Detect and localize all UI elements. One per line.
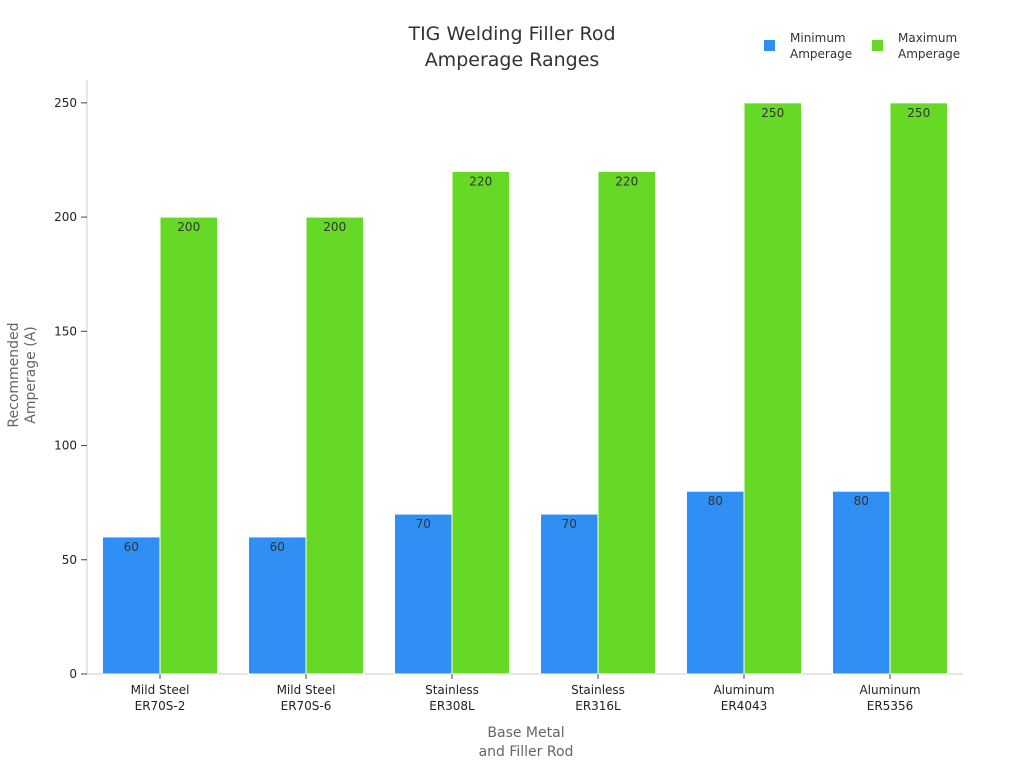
x-tick-label: Stainless bbox=[571, 683, 625, 697]
x-tick-label: ER316L bbox=[575, 699, 621, 713]
x-tick-label: Mild Steel bbox=[277, 683, 336, 697]
x-tick-label: ER5356 bbox=[867, 699, 913, 713]
bar-minimum-1 bbox=[248, 536, 307, 675]
x-tick-label: Aluminum bbox=[859, 683, 920, 697]
x-tick-label: Aluminum bbox=[713, 683, 774, 697]
bar-maximum-2 bbox=[451, 170, 510, 675]
bar-maximum-4 bbox=[743, 102, 802, 675]
legend-swatch-maximum bbox=[872, 40, 883, 51]
bar-maximum-0 bbox=[159, 216, 218, 675]
data-label-maximum-2: 220 bbox=[469, 174, 492, 188]
legend-swatch-minimum bbox=[764, 40, 775, 51]
y-axis-title: Recommended Amperage (A) bbox=[6, 322, 39, 427]
y-tick-label: 50 bbox=[62, 553, 77, 567]
y-tick-label: 100 bbox=[54, 439, 77, 453]
x-axis-title-line-1: Base Metal bbox=[487, 725, 564, 741]
bar-maximum-3 bbox=[597, 170, 656, 675]
chart-title-line-1: TIG Welding Filler Rod bbox=[407, 23, 615, 45]
legend-label-minimum: Minimum bbox=[790, 31, 846, 45]
bar-minimum-2 bbox=[394, 513, 453, 675]
data-label-minimum-4: 80 bbox=[708, 494, 723, 508]
x-axis-title-line-2: and Filler Rod bbox=[479, 744, 574, 760]
plot-area: 0 50 100 150 200 250 60 200 Mild Steel ER70S-2 60 2… bbox=[54, 80, 963, 713]
x-tick-label: ER70S-2 bbox=[135, 699, 186, 713]
legend-label-maximum: Maximum bbox=[898, 31, 957, 45]
chart-title-line-2: Amperage Ranges bbox=[425, 49, 600, 71]
legend: Minimum Amperage Maximum Amperage bbox=[764, 31, 960, 61]
data-label-minimum-2: 70 bbox=[416, 517, 431, 531]
data-label-minimum-0: 60 bbox=[124, 540, 139, 554]
bar-minimum-3 bbox=[540, 513, 599, 675]
data-label-minimum-5: 80 bbox=[854, 494, 869, 508]
bar-minimum-0 bbox=[102, 536, 161, 675]
y-tick-label: 200 bbox=[54, 210, 77, 224]
bar-minimum-5 bbox=[832, 490, 891, 675]
x-tick-label: Stainless bbox=[425, 683, 479, 697]
data-label-maximum-4: 250 bbox=[761, 106, 784, 120]
x-tick-label: ER70S-6 bbox=[281, 699, 332, 713]
data-label-maximum-0: 200 bbox=[177, 220, 200, 234]
legend-label-maximum: Amperage bbox=[898, 47, 960, 61]
data-label-minimum-1: 60 bbox=[270, 540, 285, 554]
x-tick-label: Mild Steel bbox=[131, 683, 190, 697]
bar-minimum-4 bbox=[686, 490, 745, 675]
data-label-minimum-3: 70 bbox=[562, 517, 577, 531]
bar-maximum-5 bbox=[889, 102, 948, 675]
bar-maximum-1 bbox=[305, 216, 364, 675]
x-tick-label: ER4043 bbox=[721, 699, 767, 713]
legend-label-minimum: Amperage bbox=[790, 47, 852, 61]
y-tick-label: 150 bbox=[54, 324, 77, 338]
data-label-maximum-1: 200 bbox=[323, 220, 346, 234]
data-label-maximum-5: 250 bbox=[907, 106, 930, 120]
y-axis-title-line-1: Recommended bbox=[6, 322, 22, 427]
y-tick-label: 0 bbox=[69, 667, 77, 681]
y-tick-label: 250 bbox=[54, 96, 77, 110]
x-tick-label: ER308L bbox=[429, 699, 475, 713]
y-axis-title-line-2: Amperage (A) bbox=[23, 326, 39, 424]
data-label-maximum-3: 220 bbox=[615, 174, 638, 188]
